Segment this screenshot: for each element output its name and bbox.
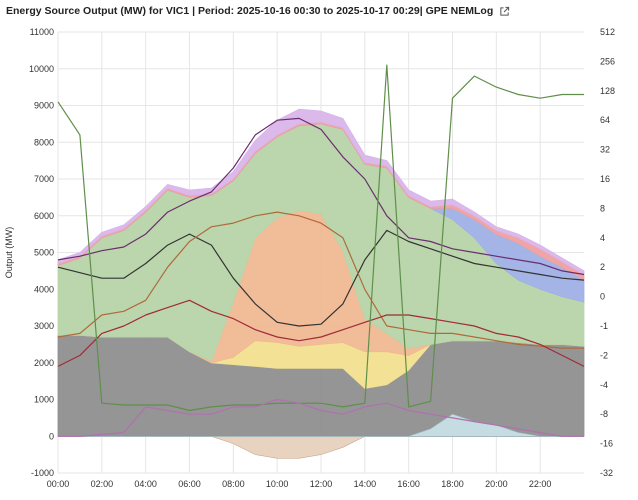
y2-tick-label: 0 (600, 292, 605, 302)
chart-title: Energy Source Output (MW) for VIC1 | Per… (6, 5, 494, 17)
chart-header: Energy Source Output (MW) for VIC1 | Per… (6, 3, 510, 19)
x-tick-label: 20:00 (485, 479, 508, 489)
area-bottom (58, 413, 584, 437)
series-line (58, 398, 584, 437)
series-line (57, 64, 584, 412)
x-axis: 00:00 02:00 04:00 06:00 08:00 10:00 12:00 14:00… (47, 479, 552, 489)
y2-tick-label: 64 (600, 115, 610, 125)
series-line (57, 299, 585, 367)
y-tick-label: 8000 (34, 137, 54, 147)
y-tick-label: 7000 (34, 174, 54, 184)
x-tick-label: 08:00 (222, 479, 245, 489)
y-tick-label: 5000 (34, 248, 54, 258)
y2-tick-label: 4 (600, 233, 605, 243)
y2-tick-label: 32 (600, 145, 610, 155)
y-tick-label: 11000 (30, 27, 54, 37)
series-lines (57, 64, 585, 437)
y2-tick-label: 2 (600, 262, 605, 272)
x-tick-label: 18:00 (441, 479, 464, 489)
x-tick-label: 12:00 (310, 479, 333, 489)
y2-tick-label: -8 (600, 409, 608, 419)
y2-tick-label: 128 (600, 86, 615, 96)
y-tick-label: 10000 (29, 64, 54, 74)
y2-tick-label: 8 (600, 203, 605, 213)
x-tick-label: 16:00 (397, 479, 420, 489)
y2-tick-label: 512 (600, 27, 615, 37)
series-line (57, 211, 584, 349)
y-tick-label: 4000 (34, 284, 54, 294)
series-line (57, 117, 585, 276)
stacked-areas (57, 108, 585, 459)
y-tick-label: 2000 (34, 358, 54, 368)
y2-tick-label: 256 (600, 56, 615, 66)
y-axis-label: Output (MW) (4, 227, 14, 279)
y-tick-label: 0 (49, 431, 54, 441)
x-tick-label: 22:00 (529, 479, 552, 489)
y-tick-label: 9000 (34, 101, 54, 111)
y-tick-label: 1000 (34, 395, 54, 405)
y2-tick-label: -2 (600, 350, 608, 360)
x-tick-label: 06:00 (178, 479, 201, 489)
external-link-icon[interactable] (499, 6, 510, 17)
y-tick-label: -1000 (31, 468, 54, 478)
y2-tick-label: -16 (600, 439, 613, 449)
x-tick-label: 02:00 (91, 479, 114, 489)
x-tick-label: 14:00 (354, 479, 377, 489)
x-tick-label: 00:00 (47, 479, 70, 489)
y-axis-left: -1000 0 1000 2000 3000 4000 5000 6000 7000 8000 90… (29, 27, 54, 478)
y2-tick-label: -1 (600, 321, 608, 331)
y-tick-label: 3000 (34, 321, 54, 331)
x-tick-label: 10:00 (266, 479, 289, 489)
y2-tick-label: -4 (600, 380, 608, 390)
series-line (57, 229, 585, 327)
y2-tick-label: 16 (600, 174, 610, 184)
y-axis-right: 512 256 128 64 32 16 8 4 2 0 -1 -2 -4 -8 -16 -32 (600, 27, 615, 478)
x-tick-label: 04:00 (134, 479, 157, 489)
y2-tick-label: -32 (600, 468, 613, 478)
y-tick-label: 6000 (34, 211, 54, 221)
